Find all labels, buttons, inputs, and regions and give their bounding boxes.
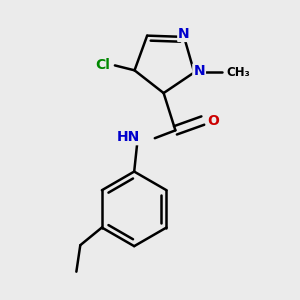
Text: N: N (193, 64, 205, 78)
Text: N: N (178, 27, 190, 41)
Text: O: O (207, 113, 219, 128)
Text: CH₃: CH₃ (226, 66, 250, 79)
Text: Cl: Cl (96, 58, 111, 72)
Text: HN: HN (117, 130, 140, 144)
